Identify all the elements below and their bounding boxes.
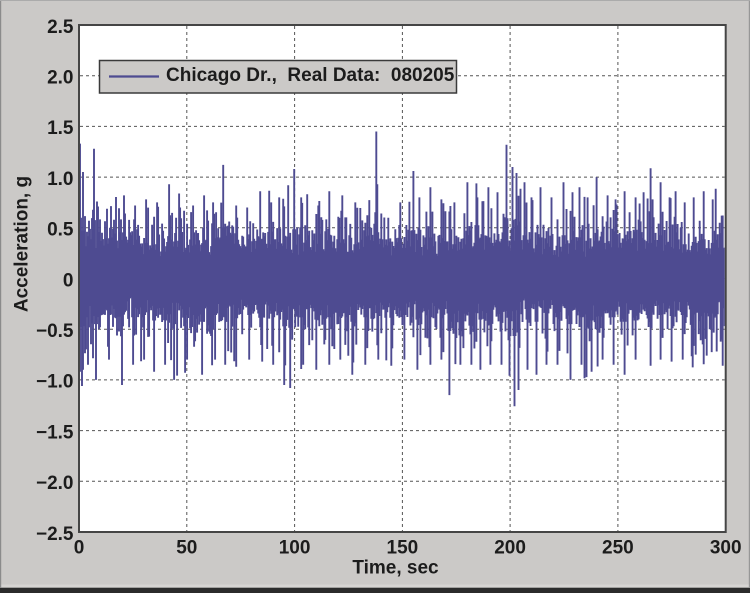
svg-text:0: 0: [74, 538, 85, 559]
svg-text:300: 300: [710, 538, 742, 559]
svg-text:−2.5: −2.5: [36, 524, 74, 545]
svg-text:Acceleration, g: Acceleration, g: [11, 176, 32, 312]
svg-text:Chicago Dr., Real Data: 0802: Chicago Dr., Real Data: 080205: [166, 65, 455, 86]
svg-text:1.5: 1.5: [47, 118, 74, 139]
svg-text:−0.5: −0.5: [36, 321, 74, 342]
svg-text:0: 0: [63, 270, 74, 291]
svg-text:1.0: 1.0: [47, 169, 73, 190]
svg-text:50: 50: [176, 538, 197, 559]
svg-text:200: 200: [494, 538, 526, 559]
svg-text:0.5: 0.5: [47, 220, 74, 241]
svg-text:2.5: 2.5: [47, 17, 74, 38]
svg-text:−2.0: −2.0: [36, 473, 74, 494]
svg-text:100: 100: [279, 538, 311, 559]
svg-text:150: 150: [387, 538, 419, 559]
svg-text:250: 250: [602, 538, 634, 559]
svg-text:2.0: 2.0: [47, 68, 73, 89]
svg-text:Time, sec: Time, sec: [352, 558, 439, 579]
svg-text:−1.5: −1.5: [36, 422, 74, 443]
svg-text:−1.0: −1.0: [36, 372, 74, 393]
